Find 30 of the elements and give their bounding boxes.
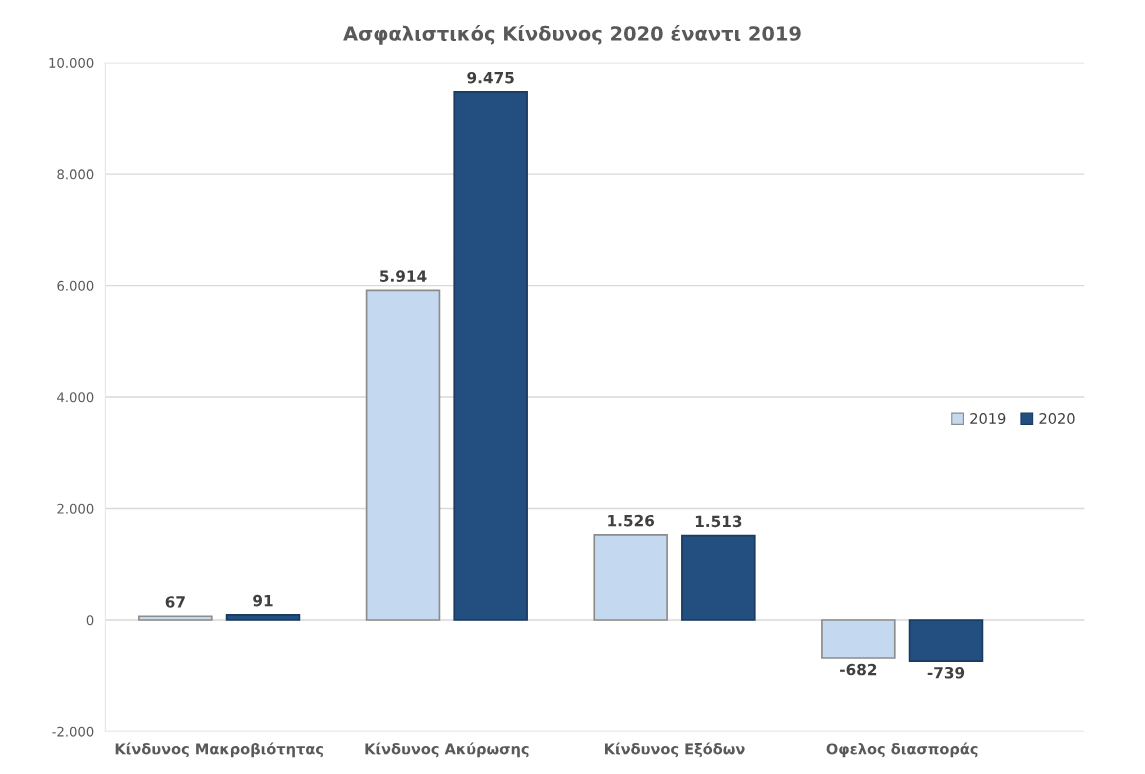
- y-tick-label: 4.000: [57, 392, 94, 403]
- data-label: 5.914: [380, 270, 427, 282]
- x-tick-label: Κίνδυνος Εξόδων: [605, 742, 745, 758]
- data-label: 67: [165, 596, 185, 608]
- y-tick-label: -2.000: [52, 726, 94, 737]
- x-tick-label: Οφελος διασποράς: [826, 742, 978, 758]
- bar: [365, 289, 441, 621]
- bar: [681, 534, 756, 621]
- data-label: -682: [840, 663, 877, 676]
- x-tick-label: Κίνδυνος Ακύρωσης: [365, 742, 529, 758]
- data-label: 1.526: [608, 514, 655, 527]
- y-tick-label: 2.000: [57, 503, 94, 514]
- data-label: -739: [927, 666, 965, 679]
- legend-label: 2019: [970, 413, 1006, 425]
- bar: [138, 615, 213, 621]
- bar: [453, 91, 528, 621]
- data-label: 1.513: [695, 515, 742, 528]
- data-label: 9.475: [467, 71, 514, 84]
- y-tick-label: 0: [86, 615, 94, 626]
- bar: [908, 619, 984, 662]
- y-tick-label: 10.000: [49, 57, 94, 68]
- bar: [225, 614, 301, 621]
- y-tick-label: 6.000: [57, 280, 94, 291]
- x-tick-label: Κίνδυνος Μακροβιότητας: [115, 742, 323, 758]
- legend-label: 2020: [1039, 413, 1075, 425]
- data-label: 91: [253, 594, 273, 607]
- y-tick-label: 8.000: [57, 169, 94, 180]
- chart-title: Ασφαλιστικός Κίνδυνος 2020 έναντι 2019: [343, 25, 801, 45]
- bar: [821, 619, 896, 659]
- bar: [593, 534, 668, 621]
